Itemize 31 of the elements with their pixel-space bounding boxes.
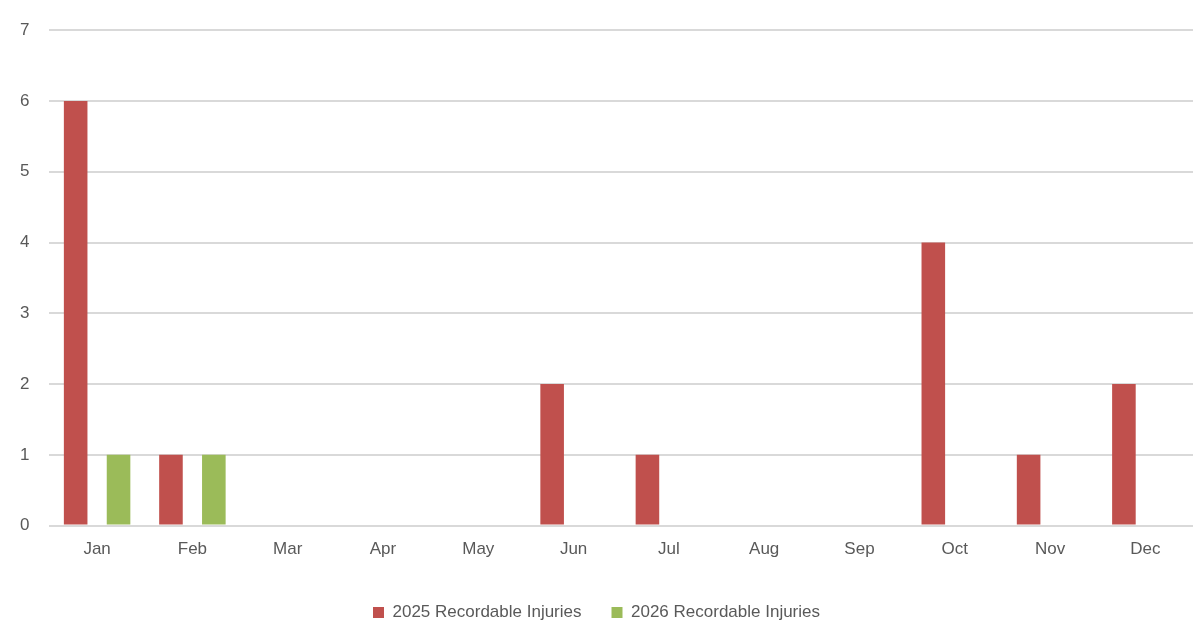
x-tick-label: Sep [844,539,875,559]
bar [63,100,88,525]
y-tick-label: 5 [19,161,30,181]
bar [202,454,226,525]
bar [635,454,660,525]
x-tick-label: Mar [273,539,303,559]
x-tick-label: May [462,539,495,559]
x-tick-label: Apr [369,539,397,559]
y-tick-label: 3 [19,302,30,322]
y-tick-label: 7 [19,19,30,39]
x-tick-label: Aug [749,539,780,559]
bar [1112,384,1136,525]
legend-label: 2026 Recordable Injuries [631,602,821,622]
y-tick-label: 1 [19,444,30,464]
legend-label: 2025 Recordable Injuries [392,602,582,622]
bar [540,384,564,525]
x-tick-label: Jul [658,539,680,559]
x-tick-label: Feb [177,539,208,559]
bar [921,242,946,525]
y-tick-label: 2 [19,373,30,393]
bar [106,454,131,525]
x-tick-label: Nov [1034,539,1066,559]
x-tick-label: Dec [1130,539,1161,559]
bar [1016,454,1041,525]
bar [159,454,183,525]
y-tick-label: 6 [19,90,30,110]
x-tick-label: Jun [559,539,588,559]
y-tick-label: 4 [19,232,30,252]
x-tick-label: Oct [941,539,969,559]
x-tick-label: Jan [83,539,111,559]
y-tick-label: 0 [19,515,30,535]
